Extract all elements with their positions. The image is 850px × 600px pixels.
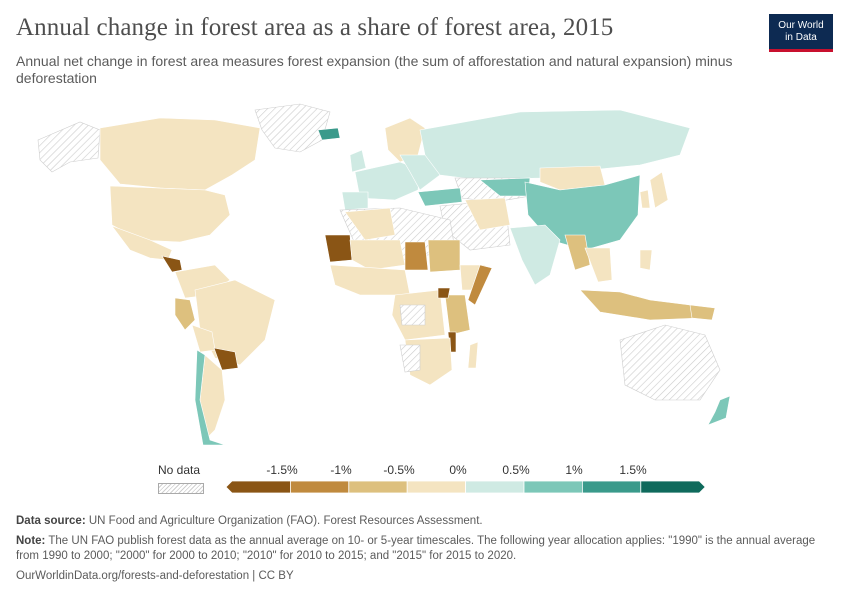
namibia-region bbox=[399, 344, 421, 373]
legend-bin bbox=[640, 480, 706, 494]
central-america-region bbox=[161, 255, 183, 273]
legend-tick: 1% bbox=[565, 463, 583, 477]
legend-bin bbox=[465, 480, 525, 494]
png-region bbox=[689, 304, 716, 321]
iran-region bbox=[464, 197, 511, 231]
mali-niger-region bbox=[349, 239, 406, 271]
somalia-region bbox=[467, 264, 493, 306]
tanzania-region bbox=[444, 294, 471, 336]
no-data-swatch bbox=[158, 483, 204, 494]
logo-line-2: in Data bbox=[785, 32, 817, 43]
owid-logo[interactable]: Our World in Data bbox=[769, 14, 833, 52]
southeast-asia-region bbox=[584, 247, 613, 283]
congo-hatch-region bbox=[399, 304, 426, 326]
russia-region bbox=[419, 109, 691, 181]
uganda-region bbox=[437, 287, 451, 299]
canada-region bbox=[99, 117, 261, 191]
source-label: Data source: bbox=[16, 515, 86, 527]
new-zealand-region bbox=[707, 395, 731, 426]
spain-region bbox=[341, 191, 369, 211]
australia-region bbox=[619, 324, 721, 401]
legend-tick: 0% bbox=[449, 463, 467, 477]
japan-region bbox=[649, 171, 669, 209]
philippines-region bbox=[639, 249, 653, 271]
legend-bin bbox=[406, 480, 467, 494]
legend-ticks: -1.5% -1% -0.5% 0% 0.5% 1% 1.5% bbox=[150, 463, 710, 479]
iceland-region bbox=[317, 127, 341, 141]
madagascar-region bbox=[467, 341, 479, 369]
legend-bin bbox=[348, 480, 408, 494]
west-africa-region bbox=[329, 264, 411, 296]
source-text: UN Food and Agriculture Organization (FA… bbox=[88, 515, 483, 527]
note-text: The UN FAO publish forest data as the an… bbox=[16, 535, 816, 562]
legend-bin bbox=[289, 480, 350, 494]
mauritania-region bbox=[324, 234, 353, 263]
korea-region bbox=[639, 189, 651, 209]
chart-title: Annual change in forest area as a share … bbox=[16, 14, 614, 41]
indonesia-region bbox=[579, 289, 701, 321]
greenland-region bbox=[254, 103, 331, 153]
data-note: Note: The UN FAO publish forest data as … bbox=[16, 534, 831, 564]
myanmar-region bbox=[564, 234, 591, 271]
footer-url[interactable]: OurWorldinData.org/forests-and-deforesta… bbox=[16, 570, 294, 582]
legend-tick: -1.5% bbox=[266, 463, 298, 477]
legend-tick: -1% bbox=[330, 463, 352, 477]
india-region bbox=[509, 224, 561, 286]
uk-region bbox=[349, 149, 367, 173]
data-source: Data source: UN Food and Agriculture Org… bbox=[16, 514, 831, 529]
peru-region bbox=[174, 297, 196, 331]
legend-color-bar bbox=[225, 480, 706, 494]
sudan-region bbox=[427, 239, 461, 273]
paraguay-region bbox=[213, 347, 239, 371]
color-legend: No data -1.5% -1% -0.5% 0% 0.5% 1% 1.5% bbox=[150, 460, 710, 500]
logo-line-1: Our World bbox=[778, 20, 824, 31]
chad-region bbox=[404, 241, 429, 271]
chart-subtitle: Annual net change in forest area measure… bbox=[16, 53, 733, 86]
alaska-region bbox=[37, 121, 101, 173]
note-label: Note: bbox=[16, 535, 46, 547]
morocco-algeria-region bbox=[344, 207, 396, 241]
legend-tick: -0.5% bbox=[383, 463, 415, 477]
chile-region bbox=[194, 349, 226, 446]
legend-bin bbox=[523, 480, 583, 494]
legend-bin bbox=[581, 480, 642, 494]
legend-tick: 1.5% bbox=[619, 463, 647, 477]
turkey-region bbox=[417, 187, 463, 207]
legend-tick: 0.5% bbox=[502, 463, 530, 477]
legend-bin bbox=[225, 480, 291, 494]
no-data-label: No data bbox=[158, 463, 201, 477]
world-map bbox=[37, 103, 731, 446]
